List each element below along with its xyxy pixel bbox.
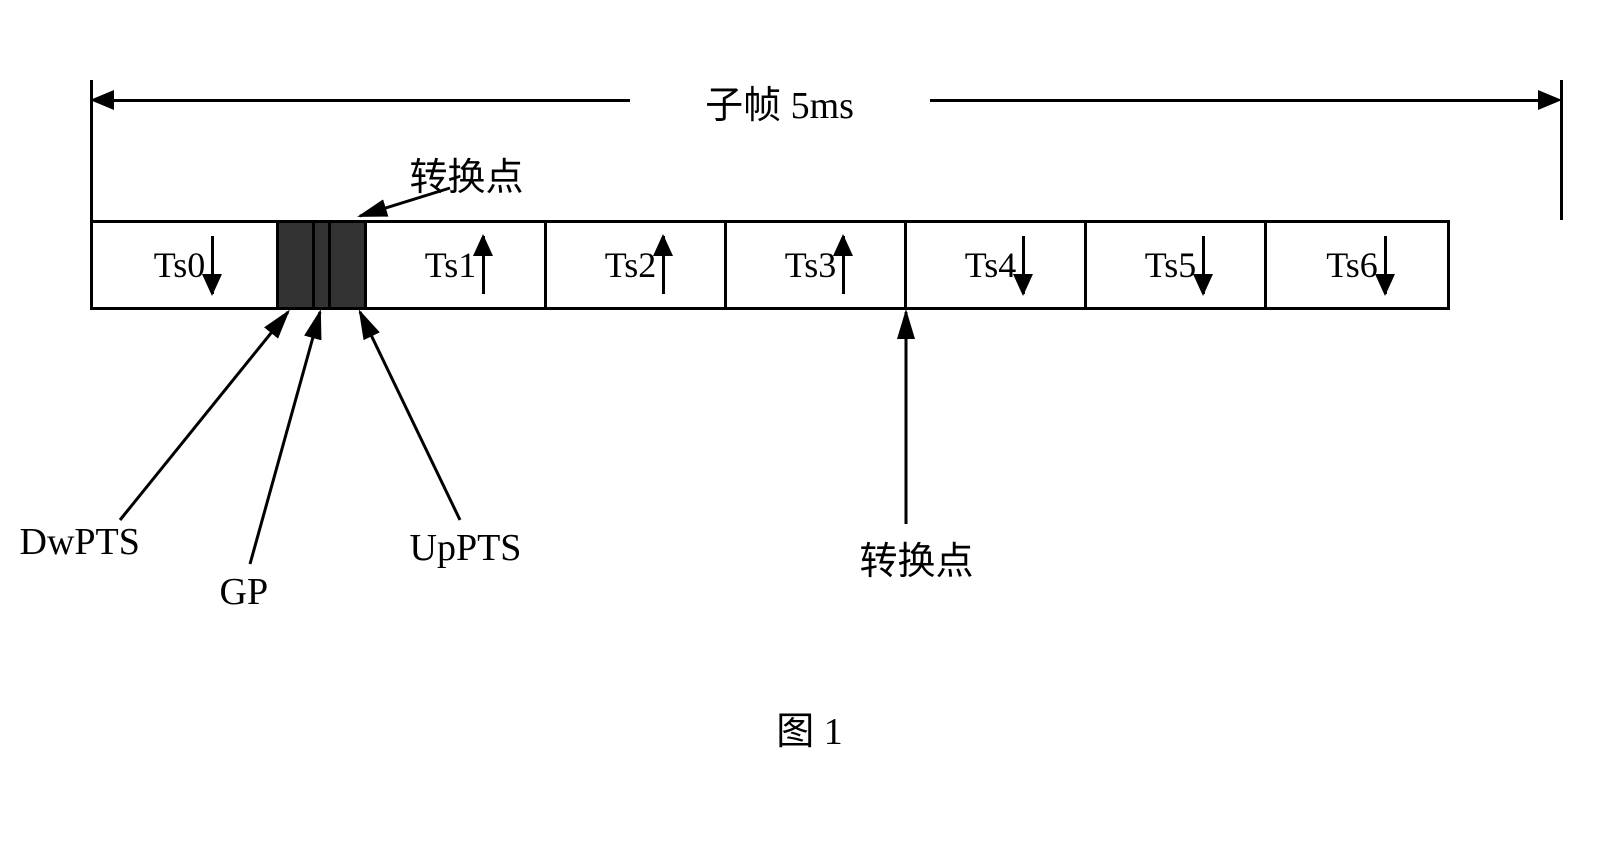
pointer-label-4: 转换点 [860, 530, 974, 585]
pointer-label-0: 转换点 [410, 146, 524, 201]
pointer-line-1 [120, 312, 288, 520]
pointer-line-3 [360, 312, 460, 520]
pointer-line-2 [250, 312, 320, 564]
tdd-subframe-diagram: 子帧 5ms Ts0Ts1Ts2Ts3Ts4Ts5Ts6 图 1 转换点DwPT… [30, 40, 1570, 640]
pointer-label-1: DwPTS [20, 520, 140, 564]
pointer-label-2: GP [220, 570, 269, 614]
pointer-label-3: UpPTS [410, 526, 522, 570]
figure-caption: 图 1 [710, 700, 910, 755]
pointer-lines [30, 40, 1570, 640]
